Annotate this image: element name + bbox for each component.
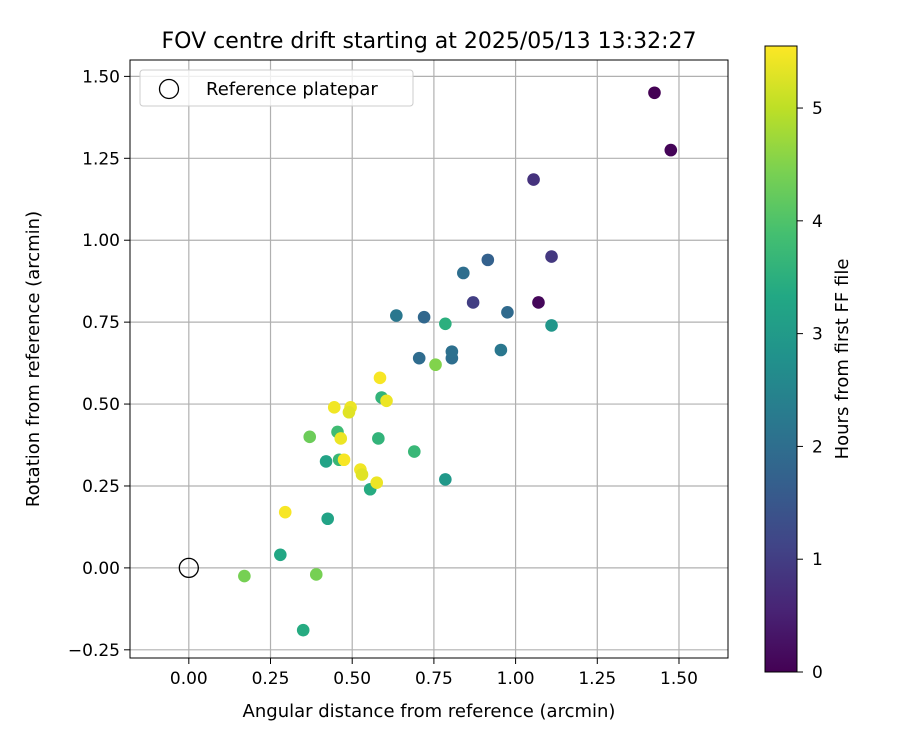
legend: Reference platepar bbox=[139, 69, 414, 107]
data-point bbox=[412, 351, 426, 365]
data-point bbox=[309, 568, 323, 581]
x-tick-label: 0.75 bbox=[415, 669, 453, 689]
x-tick-label: 0.00 bbox=[170, 669, 208, 689]
colorbar: 0 1 2 3 4 5 Hours from first FF file bbox=[764, 45, 853, 683]
colorbar-tick-label: 2 bbox=[812, 437, 823, 457]
data-point bbox=[296, 623, 310, 637]
colorbar-tick-label: 4 bbox=[812, 212, 823, 232]
data-point bbox=[342, 405, 356, 419]
data-point bbox=[439, 473, 452, 486]
data-point bbox=[355, 468, 369, 481]
data-point bbox=[445, 345, 459, 358]
data-point bbox=[664, 143, 678, 157]
data-point bbox=[457, 266, 470, 280]
legend-marker bbox=[158, 78, 180, 100]
data-point bbox=[372, 432, 385, 445]
colorbar-tick-label: 1 bbox=[812, 550, 823, 570]
legend-entry-reference-platepar: Reference platepar bbox=[206, 79, 378, 100]
grid bbox=[130, 60, 728, 658]
data-point bbox=[373, 371, 387, 385]
y-tick-label: −0.25 bbox=[68, 641, 120, 661]
data-point bbox=[494, 343, 508, 357]
data-point bbox=[417, 310, 431, 324]
data-point bbox=[278, 505, 292, 519]
y-axis-label: Rotation from reference (arcmin) bbox=[23, 211, 44, 507]
data-point bbox=[545, 250, 558, 263]
colorbar-tick-label: 3 bbox=[812, 325, 823, 345]
x-axis-ticks: 0.00 0.25 0.50 0.75 1.00 1.25 1.50 bbox=[170, 658, 698, 689]
x-tick-label: 1.50 bbox=[660, 669, 698, 689]
data-point bbox=[481, 253, 495, 267]
y-tick-label: 0.50 bbox=[82, 395, 120, 415]
x-axis-label: Angular distance from reference (arcmin) bbox=[243, 701, 616, 722]
data-point bbox=[501, 306, 514, 319]
data-points bbox=[238, 86, 678, 637]
data-point bbox=[648, 86, 661, 100]
data-point bbox=[380, 394, 393, 408]
data-point bbox=[527, 173, 540, 186]
data-point bbox=[407, 445, 421, 458]
data-point bbox=[334, 432, 348, 445]
x-tick-label: 0.25 bbox=[252, 669, 290, 689]
legend-box bbox=[139, 69, 414, 107]
data-point bbox=[439, 317, 452, 331]
x-tick-label: 1.25 bbox=[578, 669, 616, 689]
data-point bbox=[370, 476, 384, 489]
y-tick-label: 0.00 bbox=[82, 559, 120, 579]
y-tick-label: 0.25 bbox=[82, 477, 120, 497]
x-tick-label: 0.50 bbox=[333, 669, 371, 689]
data-point bbox=[532, 296, 545, 309]
colorbar-gradient bbox=[764, 45, 798, 673]
y-axis-ticks: −0.25 0.00 0.25 0.50 0.75 1.00 1.25 1.50 bbox=[68, 67, 130, 661]
colorbar-tick-label: 5 bbox=[812, 99, 823, 119]
data-point bbox=[327, 401, 341, 414]
plot-frame bbox=[129, 59, 729, 659]
data-point bbox=[390, 309, 403, 322]
data-point bbox=[319, 455, 333, 468]
data-point bbox=[321, 512, 334, 526]
data-point bbox=[337, 453, 351, 467]
y-tick-label: 1.25 bbox=[82, 149, 120, 169]
colorbar-ticks: 0 1 2 3 4 5 bbox=[797, 99, 823, 683]
reference-platepar-marker bbox=[178, 557, 199, 579]
colorbar-label: Hours from first FF file bbox=[832, 259, 853, 460]
data-point bbox=[545, 319, 558, 332]
y-tick-label: 1.50 bbox=[82, 67, 120, 87]
data-point bbox=[274, 548, 287, 562]
chart-title: FOV centre drift starting at 2025/05/13 … bbox=[162, 29, 697, 54]
y-tick-label: 1.00 bbox=[82, 231, 120, 251]
data-point bbox=[466, 296, 480, 309]
data-point bbox=[429, 358, 442, 372]
data-point bbox=[303, 430, 317, 444]
x-tick-label: 1.00 bbox=[497, 669, 535, 689]
colorbar-tick-label: 0 bbox=[812, 663, 823, 683]
data-point bbox=[238, 569, 251, 583]
y-tick-label: 0.75 bbox=[82, 313, 120, 333]
